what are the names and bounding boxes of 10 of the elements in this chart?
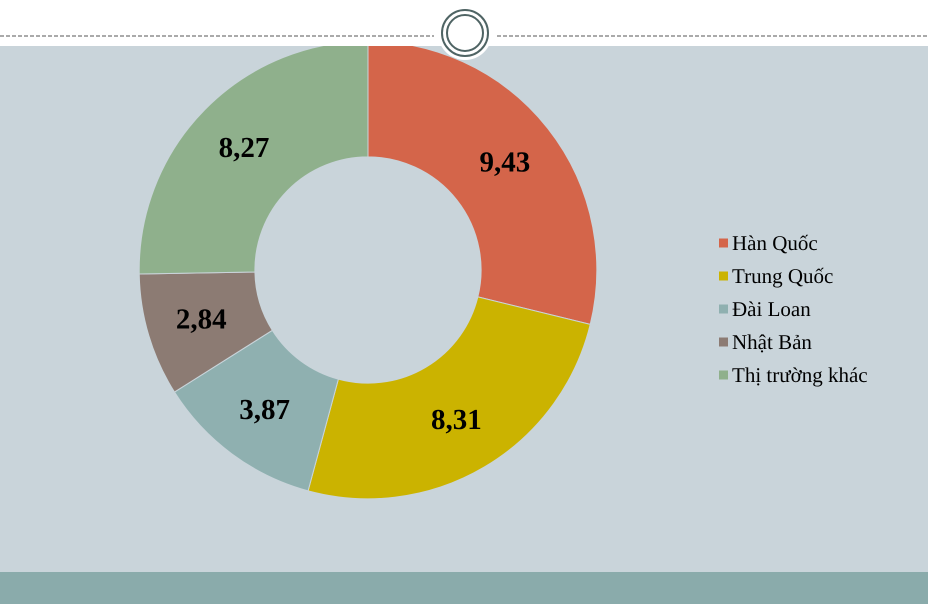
data-label: 9,43 — [479, 146, 530, 179]
data-label: 8,31 — [430, 404, 482, 436]
data-label: 8,27 — [218, 132, 270, 164]
legend-label: Hàn Quốc — [732, 231, 818, 255]
data-label: 2,84 — [176, 304, 227, 336]
legend-label: Thị trường khác — [732, 363, 868, 387]
legend-label: Trung Quốc — [732, 264, 834, 288]
legend-label: Đài Loan — [732, 297, 812, 321]
data-label: 3,87 — [239, 394, 290, 426]
legend-label: Nhật Bản — [732, 330, 812, 354]
